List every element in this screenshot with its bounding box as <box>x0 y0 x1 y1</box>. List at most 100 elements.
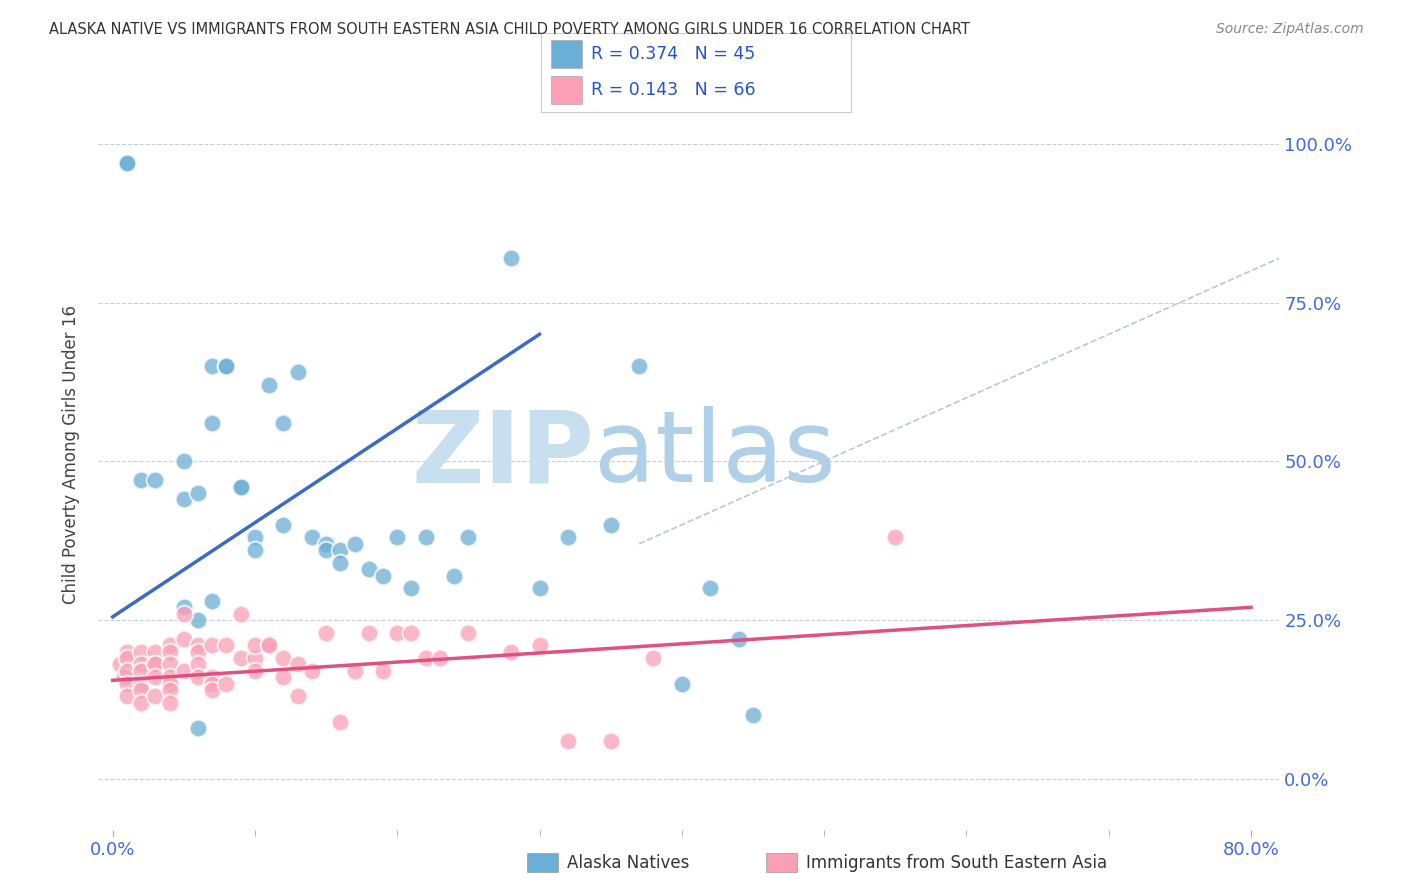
Point <box>315 625 337 640</box>
Point <box>257 639 280 653</box>
Point <box>727 632 749 646</box>
Point <box>129 682 152 697</box>
Point <box>315 543 337 558</box>
Point <box>415 651 437 665</box>
Point <box>129 657 152 672</box>
Point <box>159 696 181 710</box>
Point <box>173 664 195 678</box>
Point <box>143 473 166 487</box>
Point <box>273 670 295 684</box>
Point <box>671 676 693 690</box>
Point <box>115 676 138 690</box>
Point <box>173 454 195 468</box>
Point <box>173 632 195 646</box>
Point <box>329 556 352 570</box>
Point <box>229 480 252 494</box>
Point <box>557 531 579 545</box>
Point <box>115 156 138 170</box>
Point <box>173 492 195 507</box>
Point <box>115 651 138 665</box>
Point <box>329 714 352 729</box>
Point <box>187 486 209 500</box>
Point <box>201 676 224 690</box>
Point <box>315 537 337 551</box>
Text: R = 0.374   N = 45: R = 0.374 N = 45 <box>591 45 755 63</box>
Point <box>371 664 394 678</box>
Point <box>599 517 621 532</box>
Text: Immigrants from South Eastern Asia: Immigrants from South Eastern Asia <box>806 855 1107 872</box>
Point <box>201 670 224 684</box>
Text: ALASKA NATIVE VS IMMIGRANTS FROM SOUTH EASTERN ASIA CHILD POVERTY AMONG GIRLS UN: ALASKA NATIVE VS IMMIGRANTS FROM SOUTH E… <box>49 22 970 37</box>
Point <box>343 664 366 678</box>
Point <box>301 664 323 678</box>
Point <box>599 733 621 747</box>
Point <box>201 639 224 653</box>
Point <box>429 651 451 665</box>
Point <box>159 682 181 697</box>
Point <box>273 651 295 665</box>
Y-axis label: Child Poverty Among Girls Under 16: Child Poverty Among Girls Under 16 <box>62 305 80 605</box>
Point <box>187 639 209 653</box>
FancyBboxPatch shape <box>551 40 582 68</box>
Point <box>357 625 380 640</box>
Point <box>108 657 131 672</box>
Text: Source: ZipAtlas.com: Source: ZipAtlas.com <box>1216 22 1364 37</box>
Point <box>628 359 651 373</box>
Point <box>401 625 423 640</box>
Point <box>257 639 280 653</box>
Point <box>499 251 522 265</box>
Point <box>187 670 209 684</box>
Point <box>243 543 266 558</box>
Text: Alaska Natives: Alaska Natives <box>567 855 689 872</box>
Point <box>243 664 266 678</box>
Point <box>187 721 209 735</box>
Point <box>643 651 665 665</box>
Point <box>173 600 195 615</box>
Point <box>699 581 721 595</box>
Point <box>243 651 266 665</box>
Point <box>243 531 266 545</box>
Point <box>143 690 166 704</box>
Point <box>371 568 394 582</box>
Point <box>129 676 152 690</box>
Point <box>557 733 579 747</box>
Text: ZIP: ZIP <box>412 407 595 503</box>
Point <box>742 708 765 723</box>
Point <box>143 670 166 684</box>
Point <box>201 416 224 430</box>
Point <box>129 473 152 487</box>
Point <box>415 531 437 545</box>
Point <box>159 639 181 653</box>
Point <box>387 531 409 545</box>
Point <box>143 657 166 672</box>
Point <box>499 645 522 659</box>
Point <box>187 645 209 659</box>
Point <box>215 359 238 373</box>
Point <box>215 639 238 653</box>
Point <box>143 645 166 659</box>
Point <box>201 359 224 373</box>
Point <box>301 531 323 545</box>
Point <box>884 531 907 545</box>
Point <box>173 607 195 621</box>
Point <box>229 607 252 621</box>
Point <box>115 645 138 659</box>
Point <box>229 651 252 665</box>
Text: atlas: atlas <box>595 407 837 503</box>
Point <box>401 581 423 595</box>
Point <box>243 639 266 653</box>
Point <box>457 531 479 545</box>
Point <box>229 480 252 494</box>
Point <box>159 645 181 659</box>
Point <box>215 676 238 690</box>
Point <box>201 682 224 697</box>
Point <box>112 670 135 684</box>
Point <box>129 696 152 710</box>
Point <box>387 625 409 640</box>
Point <box>357 562 380 576</box>
Point <box>159 657 181 672</box>
Point <box>129 664 152 678</box>
Point <box>201 594 224 608</box>
Point <box>159 670 181 684</box>
Point <box>115 156 138 170</box>
